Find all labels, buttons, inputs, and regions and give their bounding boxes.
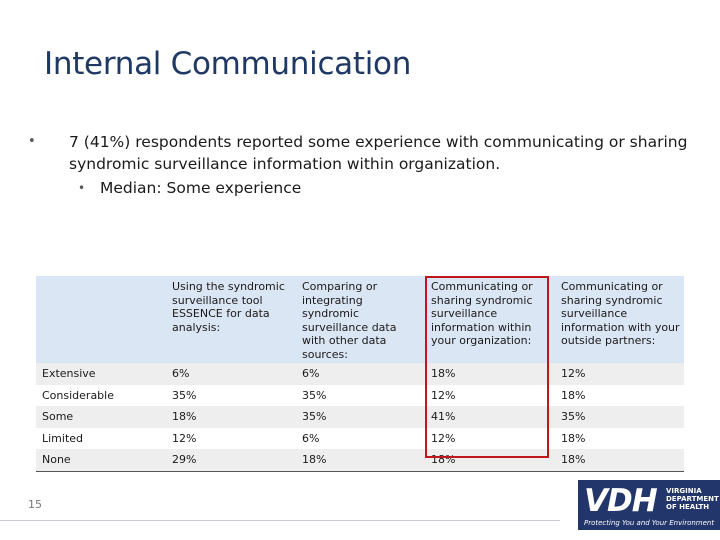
row-label: Extensive — [36, 363, 166, 385]
table-cell: 6% — [166, 363, 296, 385]
table-cell: 12% — [425, 427, 555, 450]
sub-bullet-text: Median: Some experience — [100, 179, 302, 197]
logo-name: VIRGINIA DEPARTMENT OF HEALTH — [666, 487, 719, 511]
table-cell: 12% — [425, 384, 555, 407]
experience-table: Using the syndromic surveillance tool ES… — [36, 276, 684, 472]
vdh-logo: VDH VIRGINIA DEPARTMENT OF HEALTH Protec… — [578, 480, 720, 530]
table-cell: 18% — [555, 384, 684, 407]
experience-table-container: Using the syndromic surveillance tool ES… — [36, 276, 684, 472]
table-header-cell: Comparing or integrating syndromic surve… — [296, 276, 425, 363]
table-header-cell: Communicating or sharing syndromic surve… — [555, 276, 684, 363]
table-row: Limited 12% 6% 12% 18% — [36, 427, 684, 450]
table-cell: 35% — [555, 406, 684, 428]
bullet-list: • 7 (41%) respondents reported some expe… — [28, 131, 688, 199]
table-cell: 6% — [296, 363, 425, 385]
table-header-cell: Using the syndromic surveillance tool ES… — [166, 276, 296, 363]
bullet-text: 7 (41%) respondents reported some experi… — [69, 133, 688, 173]
table-row: Some 18% 35% 41% 35% — [36, 406, 684, 428]
table-header-row: Using the syndromic surveillance tool ES… — [36, 276, 684, 363]
table-cell: 29% — [166, 449, 296, 472]
table-cell: 18% — [166, 406, 296, 428]
table-cell: 41% — [425, 406, 555, 428]
logo-mark: VDH — [584, 483, 658, 519]
bullet-item: • 7 (41%) respondents reported some expe… — [28, 131, 688, 175]
table-cell: 18% — [555, 449, 684, 472]
table-row: Considerable 35% 35% 12% 18% — [36, 384, 684, 407]
table-cell: 6% — [296, 427, 425, 450]
table-cell: 18% — [425, 363, 555, 385]
row-label: Some — [36, 406, 166, 428]
logo-name-line: DEPARTMENT — [666, 495, 719, 503]
page-number: 15 — [28, 498, 42, 511]
table-cell: 18% — [555, 427, 684, 450]
table-row: Extensive 6% 6% 18% 12% — [36, 363, 684, 385]
table-header-cell: Communicating or sharing syndromic surve… — [425, 276, 555, 363]
logo-tagline: Protecting You and Your Environment — [584, 519, 715, 527]
row-label: Limited — [36, 427, 166, 450]
table-cell: 35% — [296, 384, 425, 407]
table-row: None 29% 18% 18% 18% — [36, 449, 684, 472]
table-cell: 18% — [425, 449, 555, 472]
footer-divider — [0, 520, 560, 521]
slide-title: Internal Communication — [44, 46, 412, 82]
table-cell: 12% — [555, 363, 684, 385]
sub-bullet-item: • Median: Some experience — [28, 177, 688, 199]
logo-name-line: OF HEALTH — [666, 503, 710, 511]
table-header-cell — [36, 276, 166, 363]
row-label: None — [36, 449, 166, 472]
bullet-dot-icon: • — [78, 181, 86, 195]
table-cell: 35% — [296, 406, 425, 428]
table-cell: 12% — [166, 427, 296, 450]
table-cell: 18% — [296, 449, 425, 472]
logo-name-line: VIRGINIA — [666, 487, 702, 495]
row-label: Considerable — [36, 384, 166, 407]
bullet-dot-icon: • — [28, 134, 36, 149]
table-cell: 35% — [166, 384, 296, 407]
